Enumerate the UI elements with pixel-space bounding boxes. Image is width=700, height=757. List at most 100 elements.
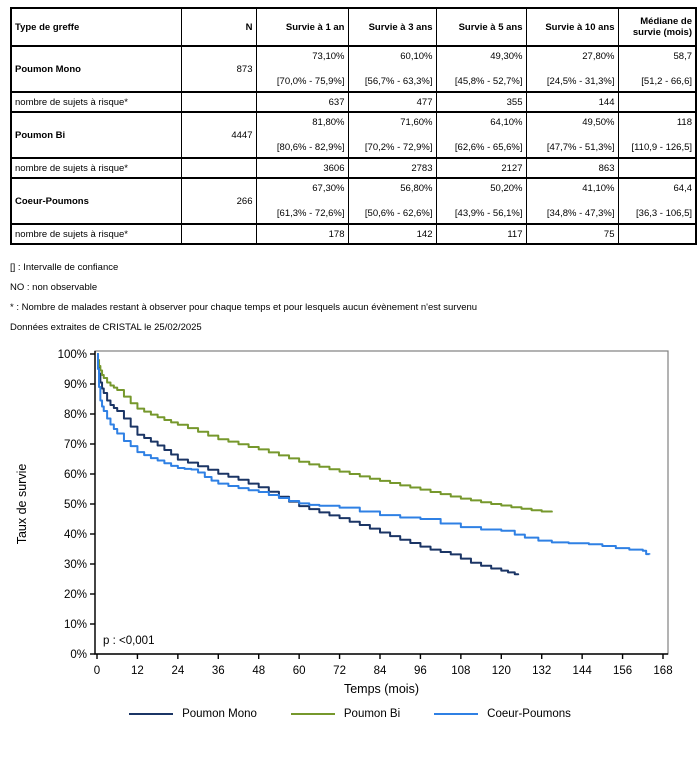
risk-value: 2783 <box>347 157 437 179</box>
group-name: Coeur-Poumons <box>10 177 182 225</box>
value-cell: 50,20% [43,9% - 56,1%] <box>435 177 527 225</box>
y-tick-label: 60% <box>64 469 87 481</box>
y-tick-label: 40% <box>64 529 87 541</box>
axes <box>94 351 668 655</box>
footnote-risk: * : Nombre de malades restant à observer… <box>10 302 478 313</box>
risk-value: 142 <box>347 223 437 245</box>
footnotes: [] : Intervalle de confiance NO : non ob… <box>10 258 700 338</box>
y-tick-label: 50% <box>64 499 87 511</box>
risk-value: 637 <box>255 91 349 113</box>
header-mediane: Médiane de survie (mois) <box>617 7 697 47</box>
value-cell: 67,30% [61,3% - 72,6%] <box>255 177 349 225</box>
value-cell: 73,10% [70,0% - 75,9%] <box>255 45 349 93</box>
value-cell: 27,80% [24,5% - 31,3%] <box>525 45 619 93</box>
x-tick-label: 24 <box>171 665 184 677</box>
legend-item-coeur-poumons: Coeur-Poumons <box>434 708 571 720</box>
table-row-poumon-mono: Poumon Mono 873 73,10% [70,0% - 75,9%] 60… <box>10 45 697 93</box>
value-cell: 49,30% [45,8% - 52,7%] <box>435 45 527 93</box>
y-tick-label: 70% <box>64 439 87 451</box>
legend-line-coeur-poumons <box>434 713 479 715</box>
x-tick-label: 72 <box>333 665 346 677</box>
legend-item-poumon-mono: Poumon Mono <box>129 708 257 720</box>
x-tick-label: 156 <box>613 665 632 677</box>
x-tick-label: 132 <box>532 665 551 677</box>
legend-label: Poumon Mono <box>182 708 257 720</box>
x-tick-label: 96 <box>414 665 427 677</box>
x-tick-label: 120 <box>492 665 511 677</box>
x-tick-label: 84 <box>374 665 387 677</box>
table-row-risk: nombre de sujets à risque* 178 142 117 7… <box>10 223 697 245</box>
value-cell: 60,10% [56,7% - 63,3%] <box>347 45 437 93</box>
risk-value: 75 <box>525 223 619 245</box>
group-n: 266 <box>180 177 257 225</box>
chart-legend: Poumon Mono Poumon Bi Coeur-Poumons <box>0 708 700 720</box>
table-header-row: Type de greffe N Survie à 1 an Survie à … <box>10 7 697 47</box>
footnote-source: Données extraites de CRISTAL le 25/02/20… <box>10 322 202 333</box>
value-cell: 64,10% [62,6% - 65,6%] <box>435 111 527 159</box>
value-cell: 49,50% [47,7% - 51,3%] <box>525 111 619 159</box>
header-survie-3ans: Survie à 3 ans <box>347 7 437 47</box>
risk-value: 863 <box>525 157 619 179</box>
legend-label: Coeur-Poumons <box>487 708 571 720</box>
y-tick-label: 30% <box>64 559 87 571</box>
value-cell: 81,80% [80,6% - 82,9%] <box>255 111 349 159</box>
y-tick-label: 80% <box>64 409 87 421</box>
group-n: 4447 <box>180 111 257 159</box>
risk-value: 477 <box>347 91 437 113</box>
risk-value: 178 <box>255 223 349 245</box>
plot-frame <box>94 350 669 655</box>
y-tick-label: 90% <box>64 379 87 391</box>
x-axis-title: Temps (mois) <box>344 682 419 696</box>
median-cell: 58,7 [51,2 - 66,6] <box>617 45 697 93</box>
risk-value: 355 <box>435 91 527 113</box>
x-tick-label: 144 <box>573 665 593 677</box>
survival-table: Type de greffe N Survie à 1 an Survie à … <box>10 7 697 245</box>
group-name: Poumon Mono <box>10 45 182 93</box>
x-tick-label: 48 <box>252 665 265 677</box>
curve-poumon-mono <box>97 353 520 576</box>
table-row-risk: nombre de sujets à risque* 3606 2783 212… <box>10 157 697 179</box>
legend-line-poumon-bi <box>290 713 335 715</box>
value-cell: 71,60% [70,2% - 72,9%] <box>347 111 437 159</box>
value-cell: 56,80% [50,6% - 62,6%] <box>347 177 437 225</box>
curve-poumon-bi <box>97 353 553 513</box>
header-type-de-greffe: Type de greffe <box>10 7 182 47</box>
risk-value: 2127 <box>435 157 527 179</box>
survival-chart: 0% 10% 20% 30% 40% 50% 60% 70% 80% 90% 100% 0 12 24 36… <box>15 349 673 696</box>
y-tick-label: 100% <box>58 349 87 361</box>
x-tick-label: 108 <box>451 665 470 677</box>
median-cell: 64,4 [36,3 - 106,5] <box>617 177 697 225</box>
x-tick-label: 36 <box>212 665 225 677</box>
risk-value: 144 <box>525 91 619 113</box>
x-tick-label: 168 <box>653 665 672 677</box>
footnote-ci: [] : Intervalle de confiance <box>10 262 119 273</box>
legend-line-poumon-mono <box>129 713 174 715</box>
table-row-poumon-bi: Poumon Bi 4447 81,80% [80,6% - 82,9%] 71,… <box>10 111 697 159</box>
median-cell: 118 [110,9 - 126,5] <box>617 111 697 159</box>
risk-value: 117 <box>435 223 527 245</box>
y-tick-label: 10% <box>64 619 87 631</box>
risk-label: nombre de sujets à risque* <box>10 91 182 113</box>
y-axis-title: Taux de survie <box>15 464 29 545</box>
group-name: Poumon Bi <box>10 111 182 159</box>
x-tick-label: 60 <box>293 665 306 677</box>
risk-label: nombre de sujets à risque* <box>10 157 182 179</box>
y-tick-label: 20% <box>64 589 87 601</box>
y-tick-label: 0% <box>70 649 87 661</box>
risk-value: 3606 <box>255 157 349 179</box>
risk-label: nombre de sujets à risque* <box>10 223 182 245</box>
table-row-risk: nombre de sujets à risque* 637 477 355 1… <box>10 91 697 113</box>
x-tick-label: 0 <box>94 665 100 677</box>
header-survie-1an: Survie à 1 an <box>255 7 349 47</box>
p-value-annotation: p : <0,001 <box>103 635 154 647</box>
header-survie-10ans: Survie à 10 ans <box>525 7 619 47</box>
value-cell: 41,10% [34,8% - 47,3%] <box>525 177 619 225</box>
table-row-coeur-poumons: Coeur-Poumons 266 67,30% [61,3% - 72,6%] … <box>10 177 697 225</box>
header-n: N <box>180 7 257 47</box>
survival-chart-container: 0% 10% 20% 30% 40% 50% 60% 70% 80% 90% 100% 0 12 24 36… <box>0 342 700 720</box>
legend-label: Poumon Bi <box>343 708 401 720</box>
x-tick-label: 12 <box>131 665 144 677</box>
header-survie-5ans: Survie à 5 ans <box>435 7 527 47</box>
legend-item-poumon-bi: Poumon Bi <box>290 708 401 720</box>
group-n: 873 <box>180 45 257 93</box>
